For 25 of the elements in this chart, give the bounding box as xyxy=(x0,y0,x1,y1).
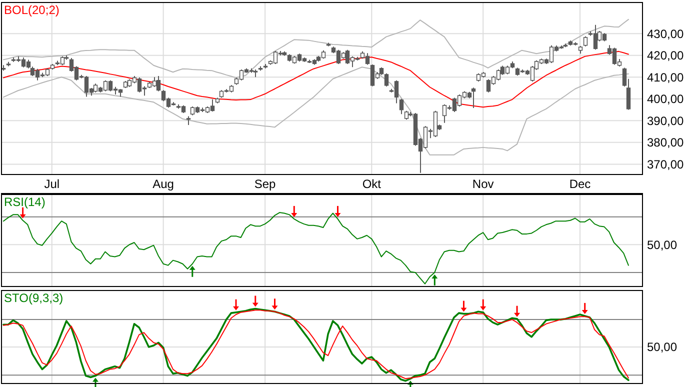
y-tick-label: 400,00 xyxy=(647,92,684,106)
candlestick xyxy=(384,72,389,87)
chart-title: BOL(20;2) xyxy=(4,3,60,17)
x-tick-label: Aug xyxy=(152,177,174,191)
x-tick-label: Jul xyxy=(44,177,60,191)
chart-title: STO(9,3,3) xyxy=(4,291,64,305)
y-tick-label: 420,00 xyxy=(647,48,684,63)
text: 50,00 xyxy=(647,238,678,252)
text: 50,00 xyxy=(647,340,678,354)
candlestick xyxy=(583,36,588,47)
y-tick-label: 410,00 xyxy=(647,70,684,84)
chart-title: RSI(14) xyxy=(4,195,46,209)
x-tick-label: Okt xyxy=(362,177,382,191)
x-tick-label: Nov xyxy=(472,177,494,191)
y-tick-label: 430,00 xyxy=(647,26,684,41)
candlestick xyxy=(399,98,404,115)
y-tick-label: 370,00 xyxy=(647,157,684,172)
x-tick-label: Sep xyxy=(254,177,276,191)
candlestick xyxy=(471,87,476,109)
line-series xyxy=(2,18,629,78)
line-series xyxy=(2,66,629,156)
y-tick-label: 390,00 xyxy=(647,114,684,128)
candlestick xyxy=(156,76,161,92)
x-tick-label: Dec xyxy=(569,177,591,191)
y-tick-label: 380,00 xyxy=(647,136,684,150)
